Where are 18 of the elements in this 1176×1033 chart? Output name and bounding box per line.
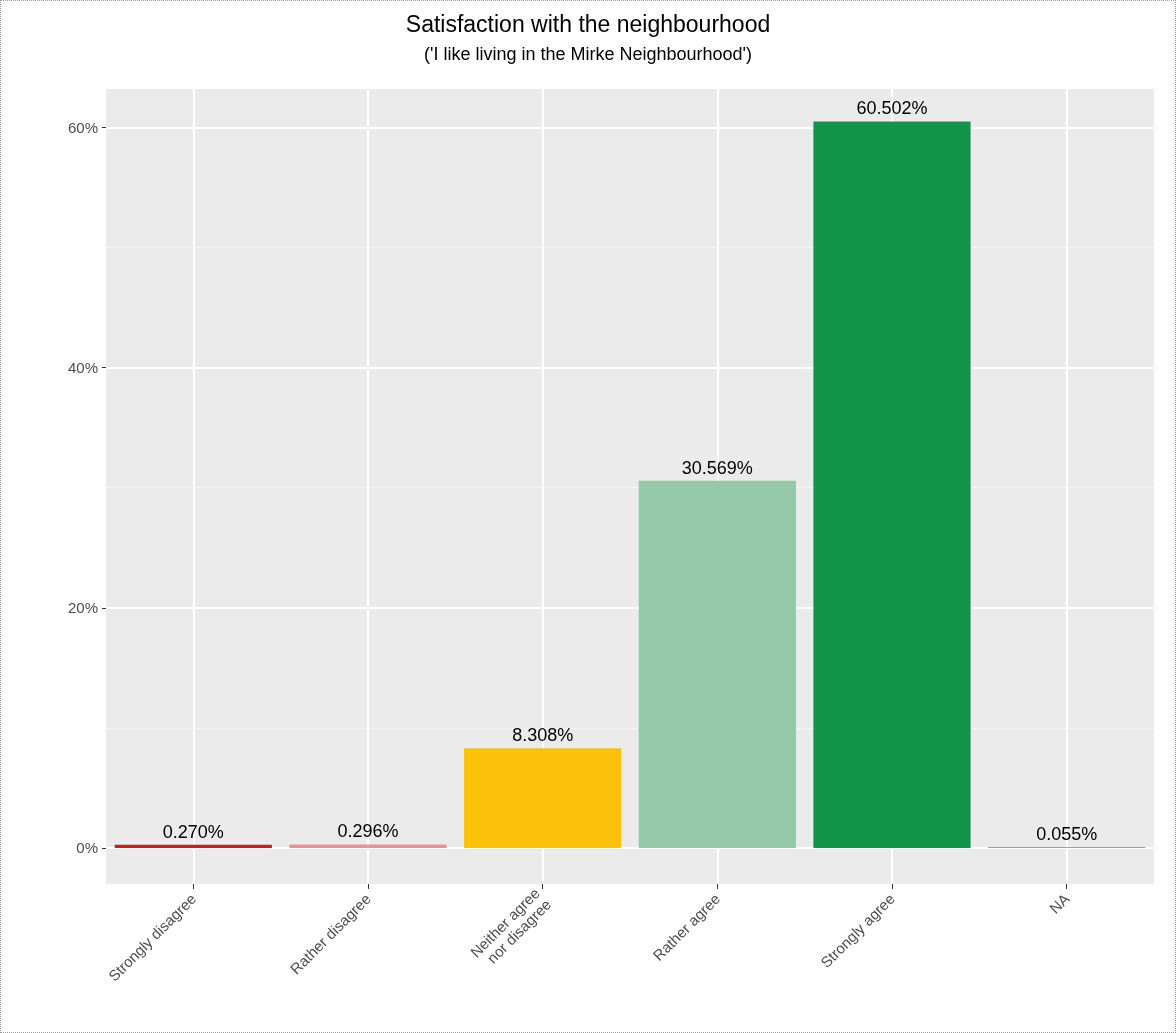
y-tick-label: 0% xyxy=(76,839,98,857)
data-label: 0.296% xyxy=(337,821,399,842)
y-tick-label: 40% xyxy=(67,359,98,377)
y-tick-label: 60% xyxy=(67,118,98,136)
data-label: 0.270% xyxy=(162,821,224,842)
chart-subtitle: ('I like living in the Mirke Neighbourhood') xyxy=(423,44,753,64)
y-tick-label: 20% xyxy=(67,599,98,617)
data-label: 60.502% xyxy=(856,98,928,119)
x-tick-label: NA xyxy=(1045,889,1073,917)
data-label: 0.055% xyxy=(1036,824,1098,845)
bar xyxy=(813,121,971,848)
bar xyxy=(464,748,622,848)
data-label: 30.569% xyxy=(681,457,753,478)
chart-title: Satisfaction with the neighbourhood xyxy=(405,10,771,37)
bar xyxy=(638,480,796,848)
data-label: 8.308% xyxy=(512,725,574,746)
bar xyxy=(289,844,447,848)
bar xyxy=(114,844,272,848)
